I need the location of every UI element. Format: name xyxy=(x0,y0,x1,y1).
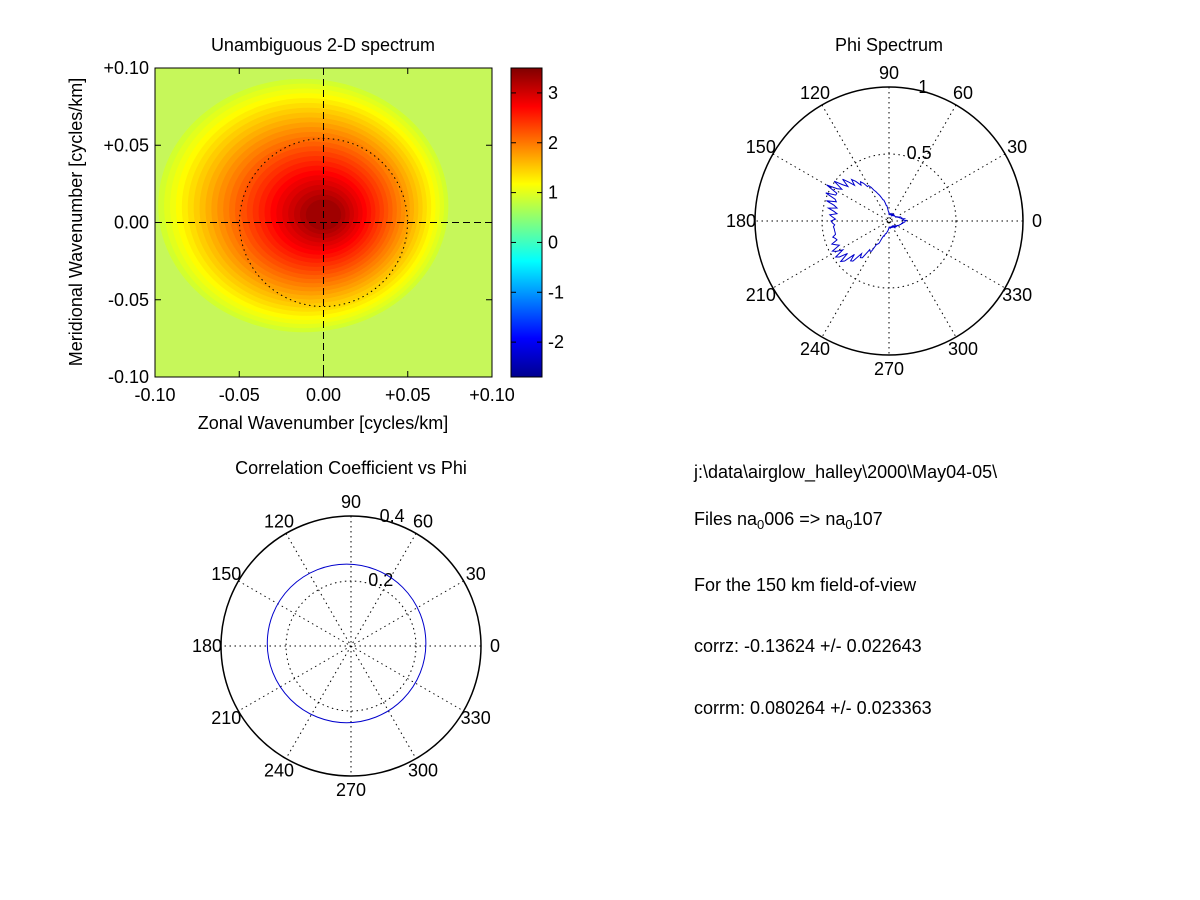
heatmap-title: Unambiguous 2-D spectrum xyxy=(211,35,435,55)
polar-angle-label: 30 xyxy=(1007,137,1027,157)
info-corrz: corrz: -0.13624 +/- 0.022643 xyxy=(694,636,922,656)
polar-radial-label: 0.4 xyxy=(380,506,405,526)
heatmap-x-tick-label: -0.10 xyxy=(134,385,175,405)
colorbar-tick-label: 3 xyxy=(548,83,558,103)
correlation-panel: Correlation Coefficient vs Phi 0 30 60 90 12… xyxy=(192,458,500,800)
correlation-title: Correlation Coefficient vs Phi xyxy=(235,458,467,478)
heatmap-x-tick-label: -0.05 xyxy=(219,385,260,405)
info-path: j:\data\airglow_halley\2000\May04-05\ xyxy=(694,462,998,482)
info-files-sub1: 0 xyxy=(757,517,765,532)
polar-angle-label: 120 xyxy=(800,83,830,103)
heatmap-y-tick-label: +0.05 xyxy=(103,135,149,155)
heatmap-y-tick-label: +0.10 xyxy=(103,58,149,78)
heatmap-y-label: Meridional Wavenumber [cycles/km] xyxy=(66,78,86,366)
info-files-mid: 006 => na xyxy=(764,509,846,529)
colorbar-tick-label: -2 xyxy=(548,332,564,352)
heatmap-y-tick-label: -0.10 xyxy=(108,367,149,387)
polar-angle-label: 60 xyxy=(953,83,973,103)
polar-angle-label: 0 xyxy=(1032,211,1042,231)
info-files-end: 107 xyxy=(852,509,883,529)
phi-spectrum-title: Phi Spectrum xyxy=(835,35,943,55)
info-corrm: corrm: 0.080264 +/- 0.023363 xyxy=(694,698,932,718)
polar-angle-label: 240 xyxy=(264,761,294,781)
polar-series-line xyxy=(266,563,427,724)
info-files-prefix: Files na xyxy=(694,509,758,529)
phi-spectrum-panel: Phi Spectrum 0 30 60 90 120 150 180 210 240 270 30… xyxy=(726,35,1042,379)
polar-angle-label: 270 xyxy=(874,359,904,379)
correlation-polar: 0 30 60 90 120 150 180 210 240 270 300 330 0.2 0.4 xyxy=(192,492,500,800)
polar-angle-label: 0 xyxy=(490,636,500,656)
heatmap-y-tick-label: 0.00 xyxy=(114,213,149,233)
polar-series-line xyxy=(825,178,908,263)
polar-angle-label: 300 xyxy=(408,761,438,781)
polar-angle-label: 240 xyxy=(800,339,830,359)
polar-angle-label: 210 xyxy=(746,285,776,305)
phi-spectrum-polar: 0 30 60 90 120 150 180 210 240 270 300 330 0.5 1 xyxy=(726,63,1042,379)
polar-angle-label: 30 xyxy=(466,564,486,584)
polar-angle-label: 180 xyxy=(726,211,756,231)
colorbar-tick-label: -1 xyxy=(548,282,564,302)
polar-radial-label: 0.2 xyxy=(368,570,393,590)
polar-radial-label: 0.5 xyxy=(907,143,932,163)
polar-angle-label: 150 xyxy=(746,137,776,157)
polar-angle-label: 330 xyxy=(461,708,491,728)
info-files-sub2: 0 xyxy=(845,517,853,532)
info-files: Files na0006 => na0107 xyxy=(694,509,883,532)
colorbar-ticks: 3 2 1 0 -1 -2 xyxy=(511,83,564,352)
heatmap-ticks: -0.10 -0.05 0.00 +0.05 +0.10 +0.10 +0.05 0.00 -0… xyxy=(103,58,514,405)
heatmap-x-tick-label: +0.05 xyxy=(385,385,431,405)
polar-angle-label: 330 xyxy=(1002,285,1032,305)
polar-angle-label: 210 xyxy=(211,708,241,728)
polar-angle-label: 90 xyxy=(879,63,899,83)
polar-angle-label: 270 xyxy=(336,780,366,800)
heatmap-y-tick-label: -0.05 xyxy=(108,290,149,310)
colorbar-tick-label: 0 xyxy=(548,232,558,252)
heatmap-field xyxy=(158,78,449,333)
polar-angle-label: 150 xyxy=(211,564,241,584)
polar-angle-label: 180 xyxy=(192,636,222,656)
colorbar: 3 2 1 0 -1 -2 xyxy=(510,67,564,378)
info-fov: For the 150 km field-of-view xyxy=(694,575,917,595)
polar-angle-label: 120 xyxy=(264,511,294,531)
polar-angle-label: 90 xyxy=(341,492,361,512)
polar-angle-label: 300 xyxy=(948,339,978,359)
polar-angle-label: 60 xyxy=(413,511,433,531)
polar-radial-label: 1 xyxy=(918,77,928,97)
colorbar-tick-label: 2 xyxy=(548,133,558,153)
heatmap-x-label: Zonal Wavenumber [cycles/km] xyxy=(198,413,448,433)
polar-spoke xyxy=(238,580,464,712)
colorbar-tick-label: 1 xyxy=(548,183,558,203)
heatmap-x-tick-label: 0.00 xyxy=(306,385,341,405)
heatmap-x-tick-label: +0.10 xyxy=(469,385,515,405)
colorbar-gradient xyxy=(510,67,543,378)
heatmap-panel: Unambiguous 2-D spectrum -0.10 -0.05 0.00 +… xyxy=(66,35,515,433)
